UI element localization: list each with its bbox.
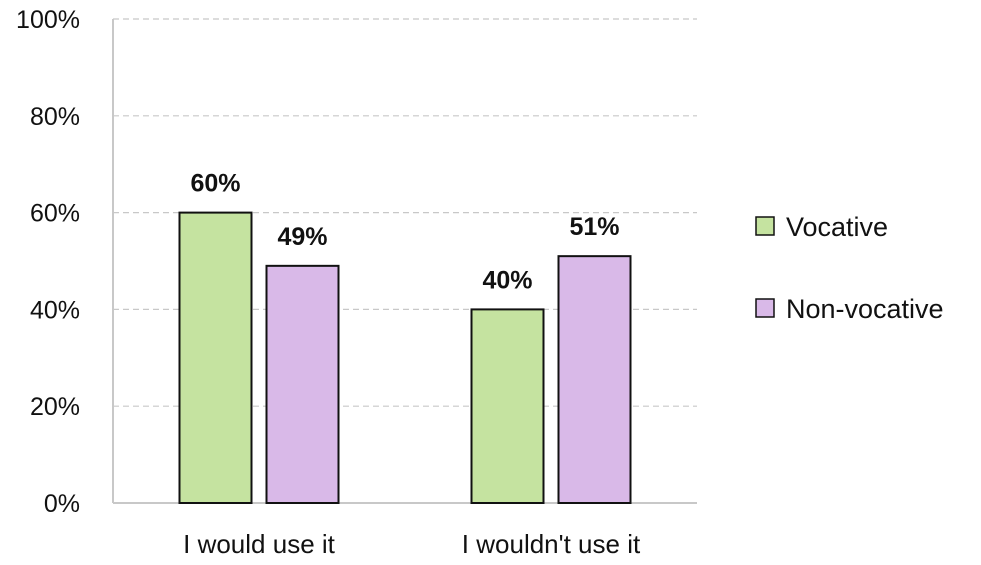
y-tick-label: 60% — [30, 200, 80, 228]
data-label: 51% — [569, 213, 619, 241]
bar-0-1 — [470, 308, 545, 504]
labels: 0% 20% 40% 60% 80% 100% 60% 49% I would use it 40… — [16, 6, 641, 559]
legend-label: Vocative — [786, 212, 888, 242]
bars — [178, 211, 632, 504]
x-category-label: I wouldn't use it — [462, 529, 641, 559]
data-label: 49% — [277, 223, 327, 251]
legend: Vocative Non-vocative — [755, 212, 944, 324]
legend-swatch-0 — [755, 216, 775, 236]
legend-label: Non-vocative — [786, 294, 944, 324]
x-category-label: I would use it — [183, 529, 336, 559]
bar-1-0 — [265, 264, 340, 504]
bar-1-1 — [557, 255, 632, 504]
y-tick-label: 0% — [44, 490, 80, 518]
y-tick-label: 40% — [30, 296, 80, 324]
y-tick-label: 100% — [16, 6, 80, 34]
data-label: 60% — [190, 170, 240, 198]
data-label: 40% — [482, 266, 532, 294]
bar-0-0 — [178, 211, 253, 504]
y-tick-label: 20% — [30, 393, 80, 421]
gridlines — [113, 18, 697, 407]
legend-swatch-1 — [755, 298, 775, 318]
y-tick-label: 80% — [30, 103, 80, 131]
